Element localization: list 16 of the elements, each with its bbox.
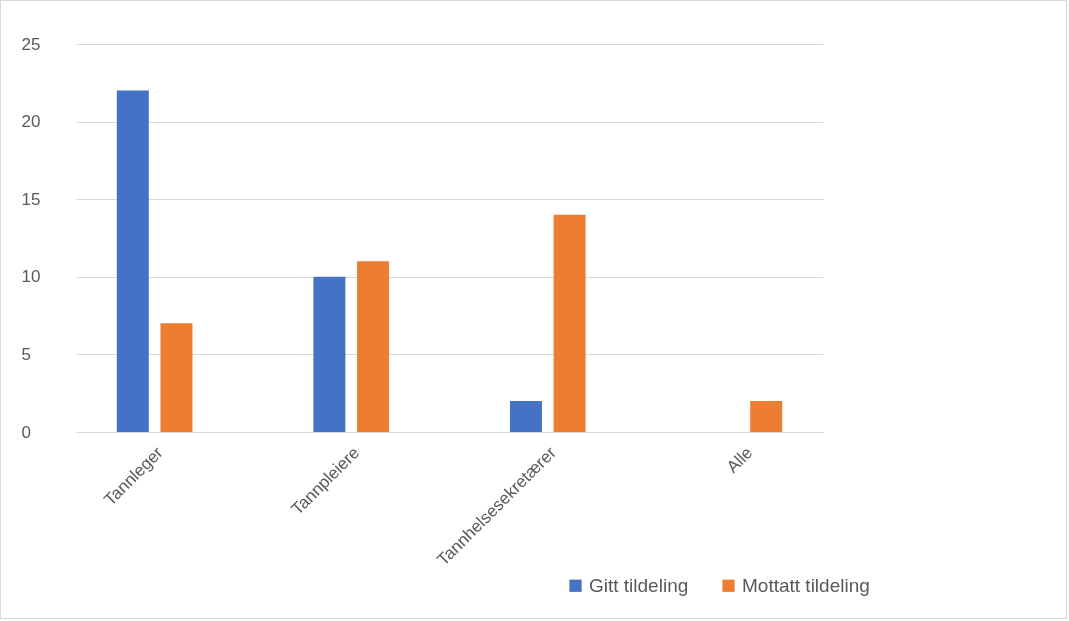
y-tick-label: 10 bbox=[21, 267, 41, 287]
bar bbox=[313, 276, 346, 432]
bar bbox=[750, 400, 783, 432]
x-tick-label: Alle bbox=[722, 443, 757, 477]
legend-label: Mottatt tildeling bbox=[742, 574, 870, 596]
bar bbox=[357, 261, 390, 432]
legend-label: Gitt tildeling bbox=[589, 574, 689, 596]
bar bbox=[553, 214, 586, 432]
bar bbox=[509, 400, 542, 432]
bar bbox=[116, 90, 149, 432]
y-tick-label: 5 bbox=[21, 344, 31, 364]
y-tick-label: 15 bbox=[21, 189, 41, 209]
y-tick-label: 0 bbox=[21, 422, 31, 442]
y-tick-label: 25 bbox=[21, 34, 41, 54]
bar bbox=[160, 323, 193, 432]
y-tick-label: 20 bbox=[21, 112, 41, 132]
